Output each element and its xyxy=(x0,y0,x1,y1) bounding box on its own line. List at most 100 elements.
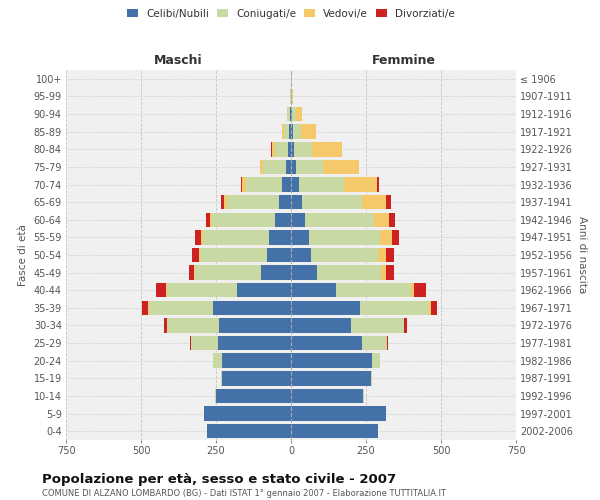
Bar xyxy=(246,178,282,192)
Bar xyxy=(305,212,373,227)
Bar xyxy=(291,107,292,122)
Bar xyxy=(167,283,237,298)
Bar xyxy=(222,354,291,368)
Bar xyxy=(292,107,296,122)
Bar xyxy=(291,212,305,227)
Bar xyxy=(263,160,286,174)
Bar xyxy=(378,248,386,262)
Bar xyxy=(213,300,291,315)
Bar xyxy=(216,388,291,403)
Bar xyxy=(221,371,222,386)
Bar xyxy=(275,142,288,156)
Bar xyxy=(411,283,414,298)
Bar xyxy=(167,318,219,332)
Bar xyxy=(431,300,437,315)
Bar xyxy=(242,178,246,192)
Bar xyxy=(286,160,291,174)
Bar xyxy=(282,178,291,192)
Bar xyxy=(271,142,275,156)
Bar xyxy=(290,107,291,122)
Bar xyxy=(222,371,291,386)
Bar xyxy=(291,160,296,174)
Bar xyxy=(291,230,309,244)
Bar xyxy=(199,248,267,262)
Bar xyxy=(404,318,407,332)
Bar xyxy=(189,266,194,280)
Bar xyxy=(294,142,312,156)
Bar xyxy=(212,212,275,227)
Bar xyxy=(156,283,166,298)
Bar xyxy=(386,195,391,210)
Legend: Celibi/Nubili, Coniugati/e, Vedovi/e, Divorziati/e: Celibi/Nubili, Coniugati/e, Vedovi/e, Di… xyxy=(127,8,455,18)
Bar xyxy=(292,89,293,104)
Text: Maschi: Maschi xyxy=(154,54,203,68)
Bar xyxy=(389,212,395,227)
Bar xyxy=(210,212,212,227)
Text: Popolazione per età, sesso e stato civile - 2007: Popolazione per età, sesso e stato civil… xyxy=(42,472,396,486)
Bar xyxy=(291,124,293,139)
Bar xyxy=(361,336,387,350)
Bar xyxy=(291,178,299,192)
Bar xyxy=(149,300,213,315)
Bar xyxy=(213,354,222,368)
Bar xyxy=(237,283,291,298)
Bar xyxy=(288,142,291,156)
Bar xyxy=(311,248,378,262)
Bar xyxy=(203,230,269,244)
Bar xyxy=(267,248,291,262)
Bar xyxy=(317,266,381,280)
Bar xyxy=(291,248,311,262)
Bar xyxy=(373,212,389,227)
Bar xyxy=(191,336,218,350)
Bar xyxy=(192,248,199,262)
Bar xyxy=(291,266,317,280)
Bar xyxy=(291,195,302,210)
Bar xyxy=(291,142,294,156)
Bar xyxy=(283,124,284,139)
Bar xyxy=(207,424,291,438)
Bar xyxy=(363,388,364,403)
Text: COMUNE DI ALZANO LOMBARDO (BG) - Dati ISTAT 1° gennaio 2007 - Elaborazione TUTTI: COMUNE DI ALZANO LOMBARDO (BG) - Dati IS… xyxy=(42,489,446,498)
Bar xyxy=(312,142,342,156)
Bar xyxy=(218,336,291,350)
Bar xyxy=(227,195,279,210)
Bar xyxy=(296,107,302,122)
Bar xyxy=(279,195,291,210)
Bar xyxy=(201,230,203,244)
Bar xyxy=(360,300,429,315)
Bar xyxy=(287,107,290,122)
Bar xyxy=(299,178,343,192)
Bar xyxy=(371,371,372,386)
Bar xyxy=(291,371,371,386)
Bar xyxy=(291,318,351,332)
Bar xyxy=(372,354,380,368)
Bar xyxy=(291,406,386,421)
Bar xyxy=(219,318,291,332)
Bar xyxy=(190,336,191,350)
Bar xyxy=(429,300,431,315)
Bar xyxy=(336,283,411,298)
Bar xyxy=(291,336,361,350)
Bar xyxy=(241,178,242,192)
Bar xyxy=(224,195,227,210)
Bar xyxy=(343,178,377,192)
Bar xyxy=(261,266,291,280)
Bar xyxy=(269,230,291,244)
Bar xyxy=(195,266,261,280)
Text: Femmine: Femmine xyxy=(371,54,436,68)
Bar xyxy=(289,124,291,139)
Bar xyxy=(309,230,380,244)
Bar xyxy=(301,124,316,139)
Bar xyxy=(361,195,386,210)
Bar xyxy=(194,266,195,280)
Bar xyxy=(302,195,361,210)
Bar xyxy=(205,212,210,227)
Bar xyxy=(377,178,379,192)
Bar xyxy=(284,124,289,139)
Bar xyxy=(291,424,378,438)
Bar xyxy=(293,124,301,139)
Bar xyxy=(204,406,291,421)
Bar xyxy=(221,195,224,210)
Bar xyxy=(291,283,336,298)
Bar xyxy=(381,266,386,280)
